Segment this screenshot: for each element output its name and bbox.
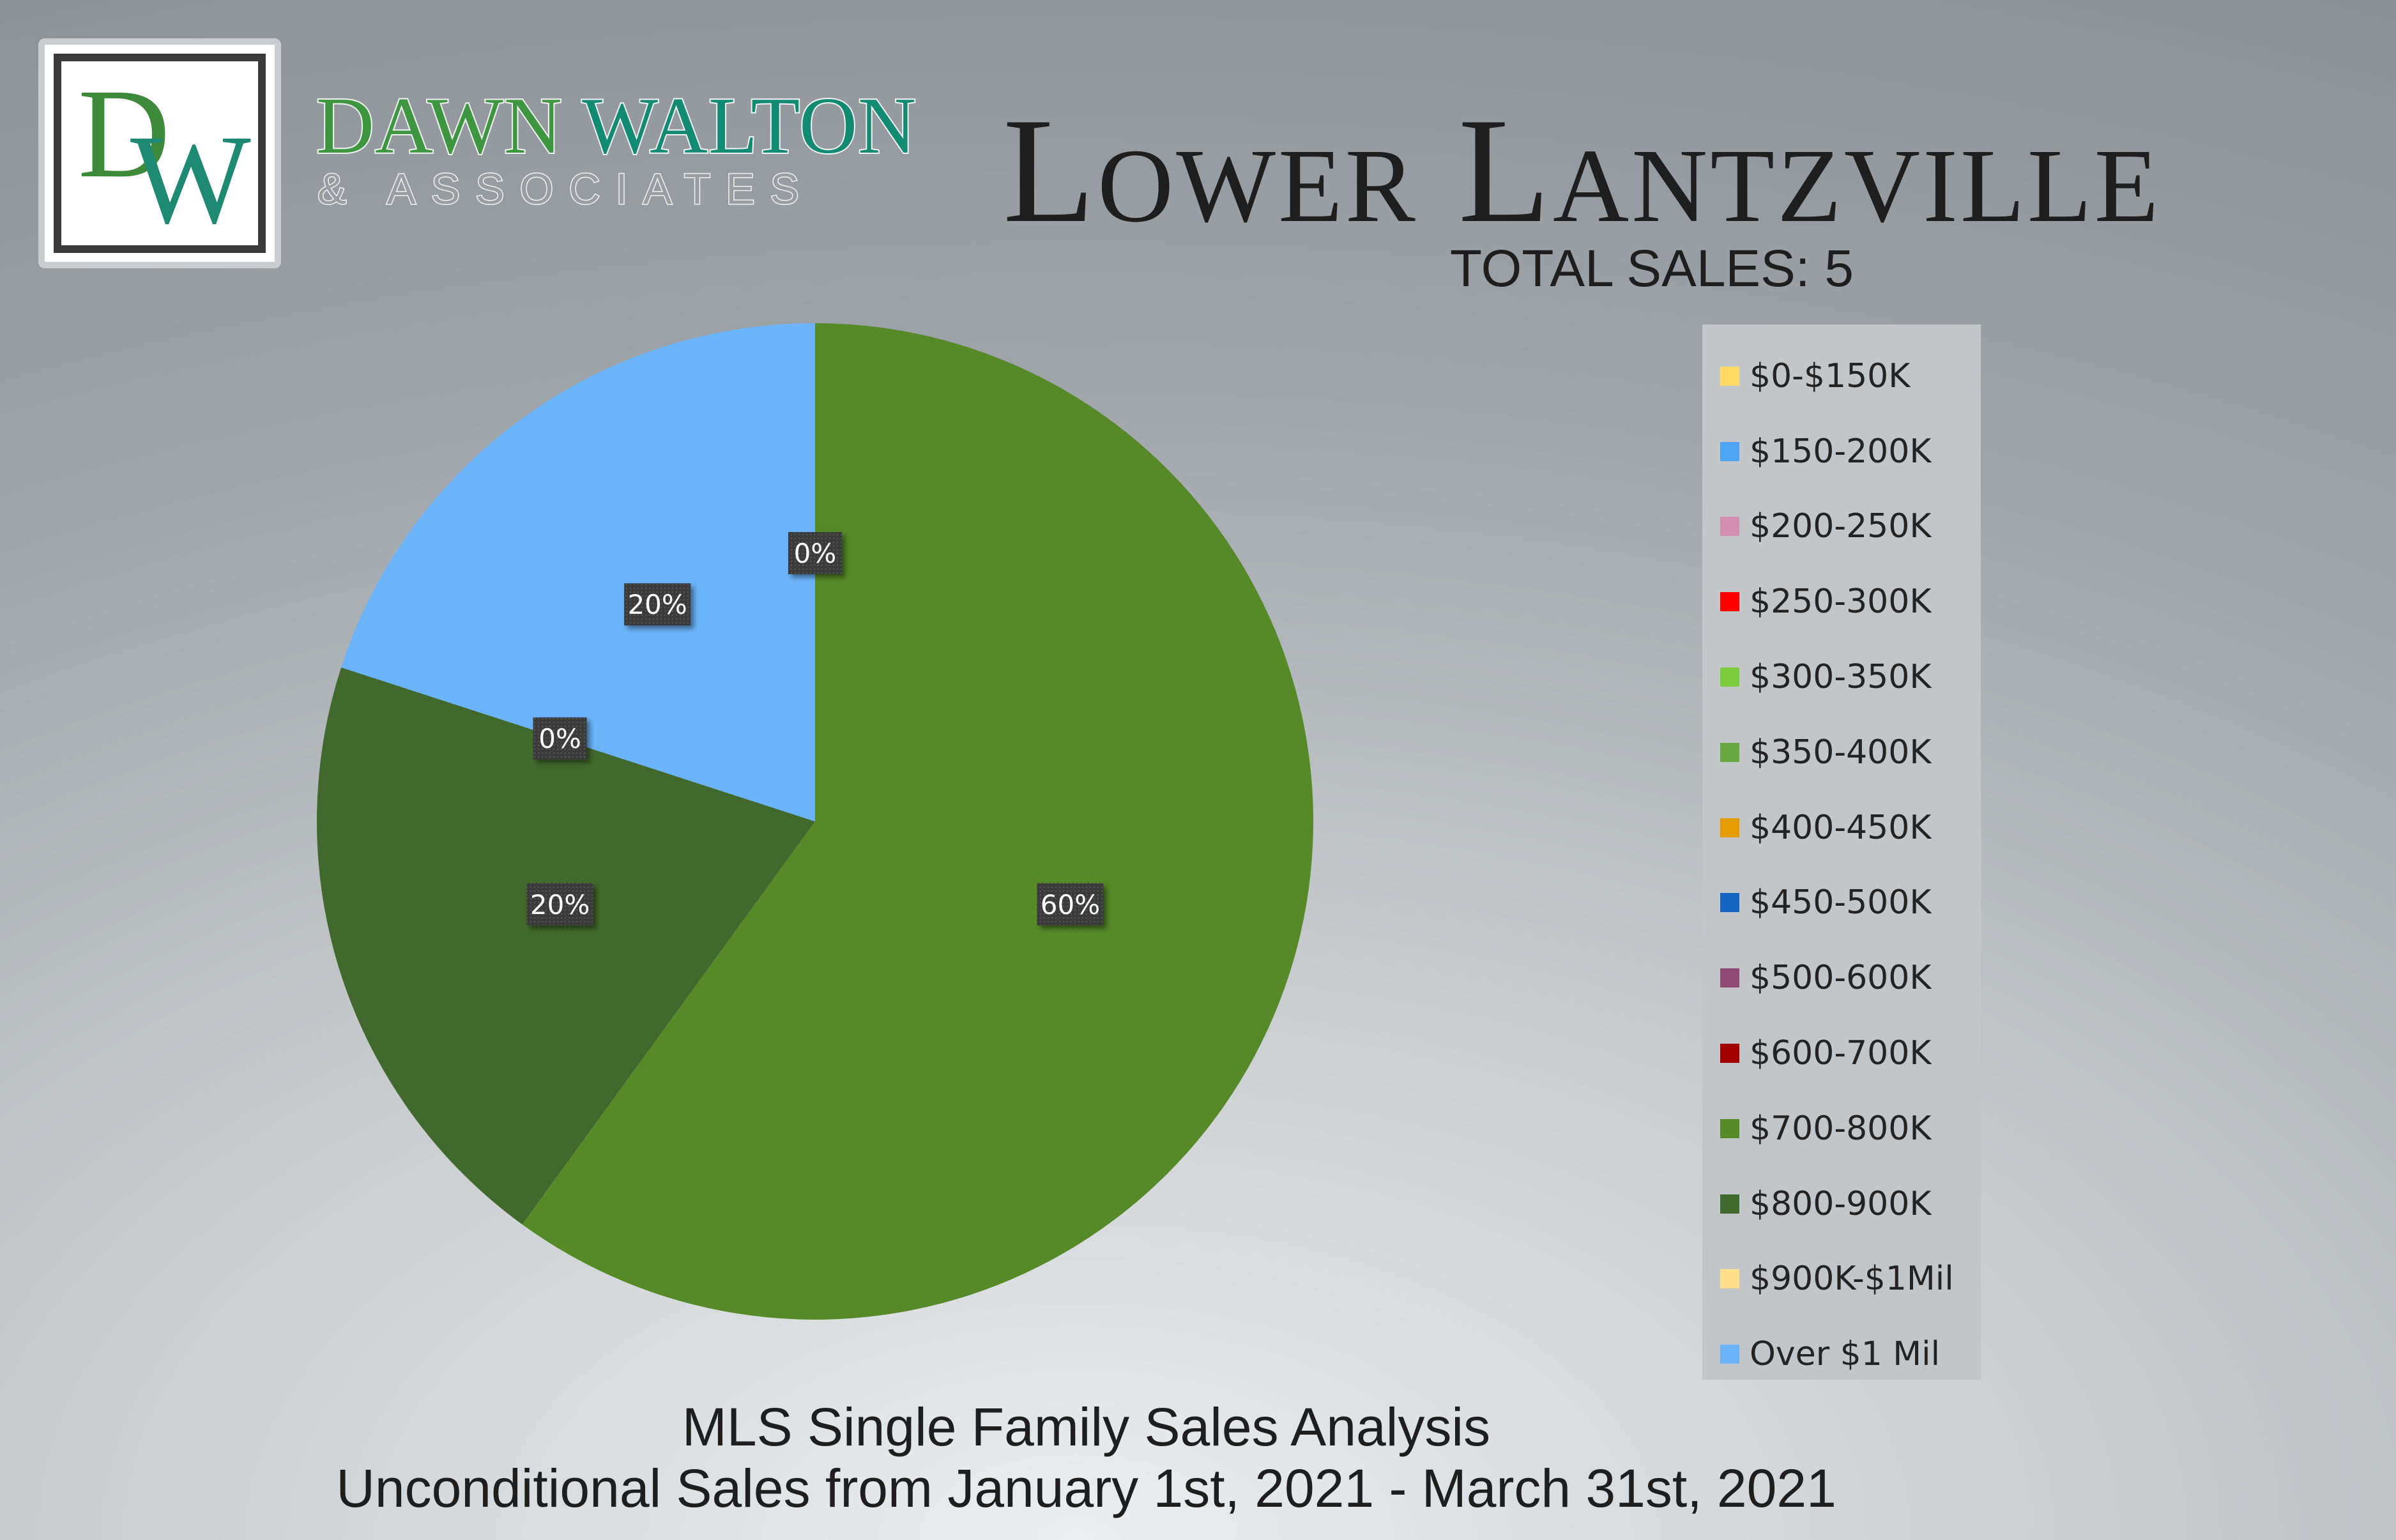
page-title: Lower Lantzville (1003, 88, 2162, 254)
data-label-0-150k: 0% (788, 532, 842, 574)
footer-subtitle: MLS Single Family Sales Analysis (682, 1397, 1491, 1457)
legend-swatch (1720, 1269, 1739, 1289)
data-label-800-900k: 20% (526, 883, 593, 926)
legend-swatch (1720, 818, 1739, 837)
legend-item-500-600k: $500-600K (1702, 940, 1981, 1016)
legend-item-0-150k: $0-$150K (1702, 339, 1981, 414)
data-label-700-800k: 60% (1037, 883, 1104, 926)
legend-swatch (1720, 893, 1739, 913)
legend-item-300-350k: $300-350K (1702, 639, 1981, 715)
legend-item-700-800k: $700-800K (1702, 1091, 1981, 1166)
legend-swatch (1720, 1044, 1739, 1064)
data-label-text: 0% (794, 538, 837, 569)
legend-label: $150-200K (1750, 432, 1932, 471)
legend-swatch (1720, 968, 1739, 988)
legend-item-800-900k: $800-900K (1702, 1166, 1981, 1242)
total-sales: TOTAL SALES: 5 (1450, 240, 1854, 298)
legend-item-400-450k: $400-450K (1702, 790, 1981, 865)
legend-label: $350-400K (1750, 733, 1932, 772)
legend-label: $300-350K (1750, 658, 1932, 697)
data-label-text: 20% (530, 889, 590, 920)
footer: MLS Single Family Sales Analysis Uncondi… (0, 1396, 2396, 1519)
legend-swatch (1720, 1345, 1739, 1364)
legend-item-200-250k: $200-250K (1702, 489, 1981, 565)
legend-label: $200-250K (1750, 507, 1932, 546)
legend-label: $250-300K (1750, 583, 1932, 621)
legend-item-over-1-mil: Over $1 Mil (1702, 1316, 1981, 1392)
legend-item-250-300k: $250-300K (1702, 564, 1981, 639)
pie-slice-700-800k (522, 323, 1313, 1320)
data-label-900k-1mil: 0% (533, 717, 587, 760)
data-label-box (1037, 883, 1104, 926)
data-label-text: 0% (538, 723, 581, 754)
legend-item-350-400k: $350-400K (1702, 715, 1981, 790)
logo: D W (38, 38, 281, 268)
data-label-text: 20% (627, 589, 687, 620)
data-label-text: 60% (1041, 889, 1100, 920)
legend-item-600-700k: $600-700K (1702, 1016, 1981, 1091)
brand-name-first: DAWN (315, 82, 563, 171)
legend-swatch (1720, 592, 1739, 612)
footer-date-range: Unconditional Sales from January 1st, 20… (336, 1458, 1836, 1518)
legend-label: $900K-$1Mil (1750, 1260, 1954, 1299)
legend-item-450-500k: $450-500K (1702, 865, 1981, 941)
legend-item-900k-1mil: $900K-$1Mil (1702, 1242, 1981, 1317)
data-label-box (788, 532, 842, 574)
pie-slice-800-900k (316, 667, 816, 1225)
pie-slice-over-1-mil (341, 323, 815, 821)
pie-data-labels: 60% 20% 0% 20% 0% (526, 532, 1104, 926)
data-label-box (624, 583, 691, 626)
legend-swatch (1720, 366, 1739, 386)
data-label-box (526, 883, 593, 926)
legend-swatch (1720, 1194, 1739, 1214)
legend-swatch (1720, 742, 1739, 762)
brand-subline: & ASSOCIATES (316, 165, 815, 213)
legend-label: $450-500K (1750, 883, 1932, 922)
legend-label: $600-700K (1750, 1034, 1932, 1073)
brand-name-last: WALTON (581, 82, 917, 171)
brand-name: DAWN WALTON (315, 85, 917, 168)
data-label-over-1-mil: 20% (624, 583, 691, 626)
legend-swatch (1720, 1118, 1739, 1138)
legend-label: Over $1 Mil (1750, 1335, 1941, 1374)
legend-swatch (1720, 667, 1739, 687)
logo-frame: D W (54, 54, 266, 253)
data-label-box (533, 717, 587, 760)
legend-label: $700-800K (1750, 1109, 1932, 1148)
legend: $0-$150K $150-200K $200-250K $250-300K $300-… (1702, 324, 1981, 1380)
pie-slices (316, 323, 1313, 1320)
logo-letter-w: W (130, 109, 251, 250)
legend-label: $400-450K (1750, 808, 1932, 847)
legend-label: $800-900K (1750, 1184, 1932, 1223)
logo-letter-d: D (78, 63, 171, 204)
legend-swatch (1720, 517, 1739, 537)
legend-item-150-200k: $150-200K (1702, 414, 1981, 489)
legend-label: $0-$150K (1750, 356, 1911, 395)
legend-label: $500-600K (1750, 959, 1932, 998)
legend-swatch (1720, 441, 1739, 461)
